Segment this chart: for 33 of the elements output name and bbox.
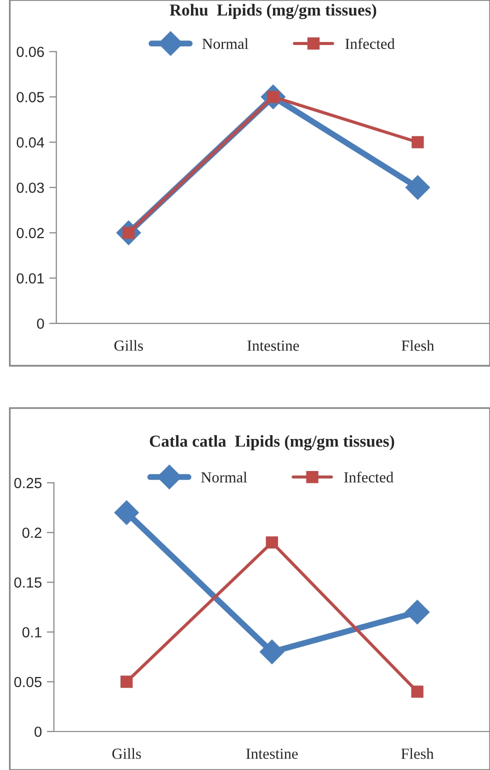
- y-tick-label: 0.05: [16, 92, 44, 102]
- y-tick-label: 0: [37, 318, 44, 329]
- point: [114, 500, 139, 525]
- x-tick-label: Intestine: [246, 748, 298, 759]
- y-tick-label: 0.02: [16, 228, 44, 238]
- y-tick-label: 0.03: [16, 182, 44, 193]
- x-tick-label: Gills: [114, 340, 143, 351]
- point: [260, 640, 284, 664]
- y-tick-label: 0.06: [16, 46, 44, 58]
- y-tick-label: 0: [34, 726, 42, 737]
- x-tick-label: Flesh: [401, 748, 434, 759]
- x-tick-label: Intestine: [247, 340, 299, 351]
- point: [266, 536, 278, 549]
- y-tick-label: 0.01: [16, 273, 44, 284]
- y-tick-label: 0.2: [22, 528, 42, 538]
- point: [405, 175, 430, 200]
- y-tick-label: 0.15: [14, 577, 42, 588]
- x-tick-label: Flesh: [402, 340, 434, 351]
- point: [411, 686, 424, 698]
- point: [412, 136, 424, 148]
- chart-title: Rohu Lipids (mg/gm tissues): [170, 4, 376, 20]
- y-tick-label: 0.25: [14, 478, 42, 488]
- point: [405, 600, 430, 624]
- y-tick-label: 0.1: [22, 627, 42, 638]
- y-tick-label: 0.04: [16, 137, 44, 148]
- legend-label: Infected: [345, 38, 395, 50]
- x-tick-label: Gills: [112, 748, 141, 759]
- legend-label: Normal: [201, 472, 248, 483]
- chart-title: Catla catla Lipids (mg/gm tissues): [150, 435, 394, 450]
- y-tick-label: 0.05: [14, 676, 42, 688]
- point: [120, 676, 133, 688]
- legend-label: Normal: [202, 38, 248, 50]
- legend-label: Infected: [344, 472, 394, 483]
